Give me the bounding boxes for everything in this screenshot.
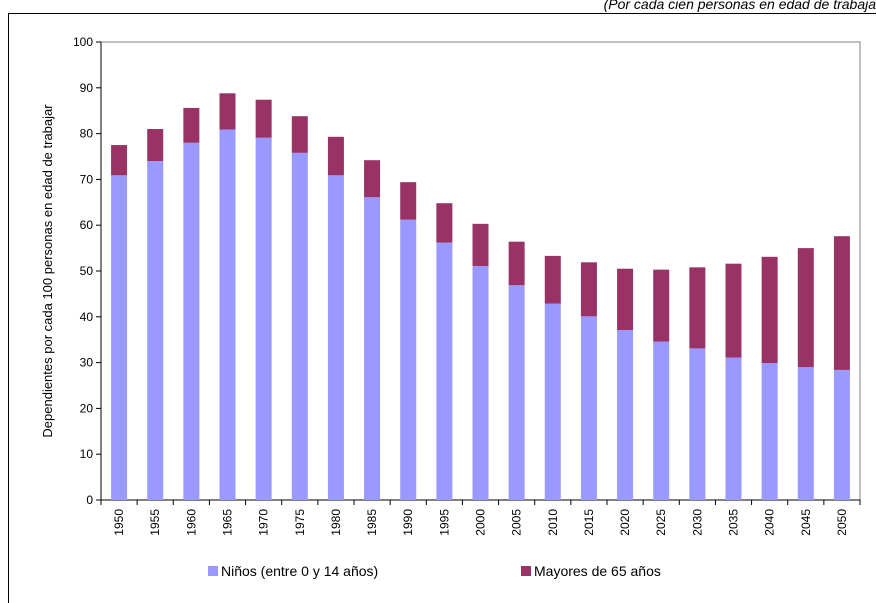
x-tick-label: 2015 — [582, 509, 596, 536]
y-tick-label: 60 — [80, 218, 94, 232]
x-tick-label: 1970 — [257, 509, 271, 536]
bar-ninos — [183, 142, 200, 500]
bar-mayores — [472, 223, 489, 266]
bar-ninos — [111, 175, 128, 500]
x-tick-label: 2045 — [799, 509, 813, 536]
y-axis: 0 10 20 30 40 50 60 70 80 90 100 — [73, 35, 102, 507]
bar-ninos — [797, 367, 814, 500]
y-tick-label: 50 — [80, 264, 94, 278]
x-tick-label: 2025 — [654, 509, 668, 536]
bar-ninos — [255, 137, 272, 501]
bar-ninos — [617, 330, 634, 500]
bar-mayores — [544, 255, 561, 304]
y-tick-label: 0 — [86, 493, 93, 507]
bar-mayores — [617, 268, 634, 331]
x-tick-label: 1965 — [221, 509, 235, 536]
bar-mayores — [797, 248, 814, 368]
bar-ninos — [508, 285, 525, 500]
bar-mayores — [219, 93, 236, 130]
bar-ninos — [436, 242, 453, 500]
legend-swatch — [521, 566, 531, 576]
bar-ninos — [147, 161, 164, 500]
bar-mayores — [833, 236, 850, 370]
x-tick-label: 1980 — [329, 509, 343, 536]
figure-frame — [8, 13, 876, 603]
bar-mayores — [761, 256, 778, 364]
bar-mayores — [725, 263, 742, 358]
bar-mayores — [689, 267, 706, 349]
bar-ninos — [219, 129, 236, 500]
x-axis: 1950 1955 1960 1965 1970 1975 1980 1985 1990 1995… — [100, 499, 861, 536]
bar-mayores — [183, 107, 200, 143]
y-tick-label: 70 — [80, 172, 94, 186]
bar-ninos — [833, 369, 850, 500]
y-tick-label: 80 — [80, 127, 94, 141]
x-tick-label: 2005 — [510, 509, 524, 536]
bar-ninos — [327, 175, 344, 500]
legend-label: Niños (entre 0 y 14 años) — [221, 563, 378, 579]
y-axis-label: Dependientes por cada 100 personas en ed… — [40, 104, 55, 438]
y-tick-label: 10 — [80, 447, 94, 461]
bar-mayores — [291, 116, 308, 153]
y-tick-label: 90 — [80, 81, 94, 95]
bar-mayores — [436, 203, 453, 243]
legend-swatch — [208, 566, 218, 576]
bar-mayores — [255, 99, 272, 138]
bar-ninos — [364, 197, 381, 500]
bar-mayores — [364, 160, 381, 198]
x-tick-label: 2010 — [546, 509, 560, 536]
bars — [111, 93, 850, 501]
bar-ninos — [761, 363, 778, 500]
bar-mayores — [327, 136, 344, 176]
x-tick-label: 1995 — [437, 509, 451, 536]
x-tick-label: 1990 — [401, 509, 415, 536]
x-tick-label: 2000 — [474, 509, 488, 536]
x-tick-label: 2030 — [690, 509, 704, 536]
bar-mayores — [111, 145, 128, 176]
y-tick-label: 30 — [80, 356, 94, 370]
bar-mayores — [147, 129, 164, 162]
bar-ninos — [472, 265, 489, 500]
y-tick-label: 100 — [73, 35, 93, 49]
bar-ninos — [580, 316, 597, 500]
bar-ninos — [400, 219, 417, 501]
x-tick-label: 1960 — [184, 509, 198, 536]
x-tick-label: 2050 — [835, 509, 849, 536]
x-tick-label: 2020 — [618, 509, 632, 536]
x-tick-label: 1955 — [148, 509, 162, 536]
y-tick-label: 40 — [80, 310, 94, 324]
bar-ninos — [653, 341, 670, 500]
bar-mayores — [580, 262, 597, 317]
source-note: (Por cada cien personas en edad de traba… — [603, 0, 876, 12]
bar-ninos — [544, 303, 561, 500]
bar-mayores — [508, 241, 525, 286]
x-tick-label: 2040 — [763, 509, 777, 536]
bar-mayores — [653, 269, 670, 342]
x-tick-label: 2035 — [727, 509, 741, 536]
x-tick-label: 1985 — [365, 509, 379, 536]
bar-ninos — [291, 152, 308, 500]
bar-mayores — [400, 182, 417, 220]
bar-ninos — [689, 348, 706, 500]
bar-ninos — [725, 357, 742, 500]
x-tick-label: 1950 — [112, 509, 126, 536]
legend-label: Mayores de 65 años — [534, 563, 661, 579]
legend: Niños (entre 0 y 14 años) Mayores de 65 a… — [208, 563, 661, 579]
x-tick-label: 1975 — [293, 509, 307, 536]
y-tick-label: 20 — [80, 401, 94, 415]
